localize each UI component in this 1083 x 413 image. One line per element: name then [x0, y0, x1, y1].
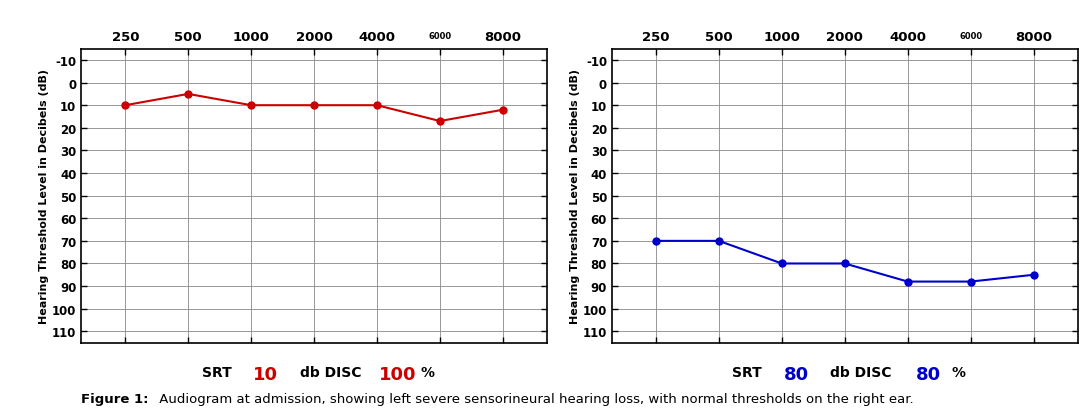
Text: 6000: 6000: [960, 32, 982, 41]
Text: Audiogram at admission, showing left severe sensorineural hearing loss, with nor: Audiogram at admission, showing left sev…: [155, 392, 913, 405]
Text: 4000: 4000: [889, 31, 926, 44]
Text: 1000: 1000: [233, 31, 270, 44]
Text: 10: 10: [252, 366, 278, 383]
Text: 250: 250: [642, 31, 669, 44]
Text: 500: 500: [705, 31, 733, 44]
Text: 2000: 2000: [296, 31, 332, 44]
Text: 1000: 1000: [764, 31, 800, 44]
Text: Figure 1:: Figure 1:: [81, 392, 148, 405]
Text: 4000: 4000: [358, 31, 395, 44]
Text: %: %: [421, 366, 434, 380]
Text: 8000: 8000: [1015, 31, 1052, 44]
Text: db DISC: db DISC: [300, 366, 361, 380]
Text: 250: 250: [112, 31, 139, 44]
Y-axis label: Hearing Threshold Level in Decibels (dB): Hearing Threshold Level in Decibels (dB): [570, 69, 579, 323]
Text: 500: 500: [174, 31, 203, 44]
Text: SRT: SRT: [732, 366, 762, 380]
Y-axis label: Hearing Threshold Level in Decibels (dB): Hearing Threshold Level in Decibels (dB): [39, 69, 49, 323]
Text: 6000: 6000: [429, 32, 452, 41]
Text: 80: 80: [783, 366, 809, 383]
Text: 100: 100: [379, 366, 416, 383]
Text: 80: 80: [915, 366, 941, 383]
Text: 2000: 2000: [826, 31, 863, 44]
Text: %: %: [952, 366, 965, 380]
Text: SRT: SRT: [201, 366, 232, 380]
Text: db DISC: db DISC: [831, 366, 891, 380]
Text: 8000: 8000: [484, 31, 521, 44]
